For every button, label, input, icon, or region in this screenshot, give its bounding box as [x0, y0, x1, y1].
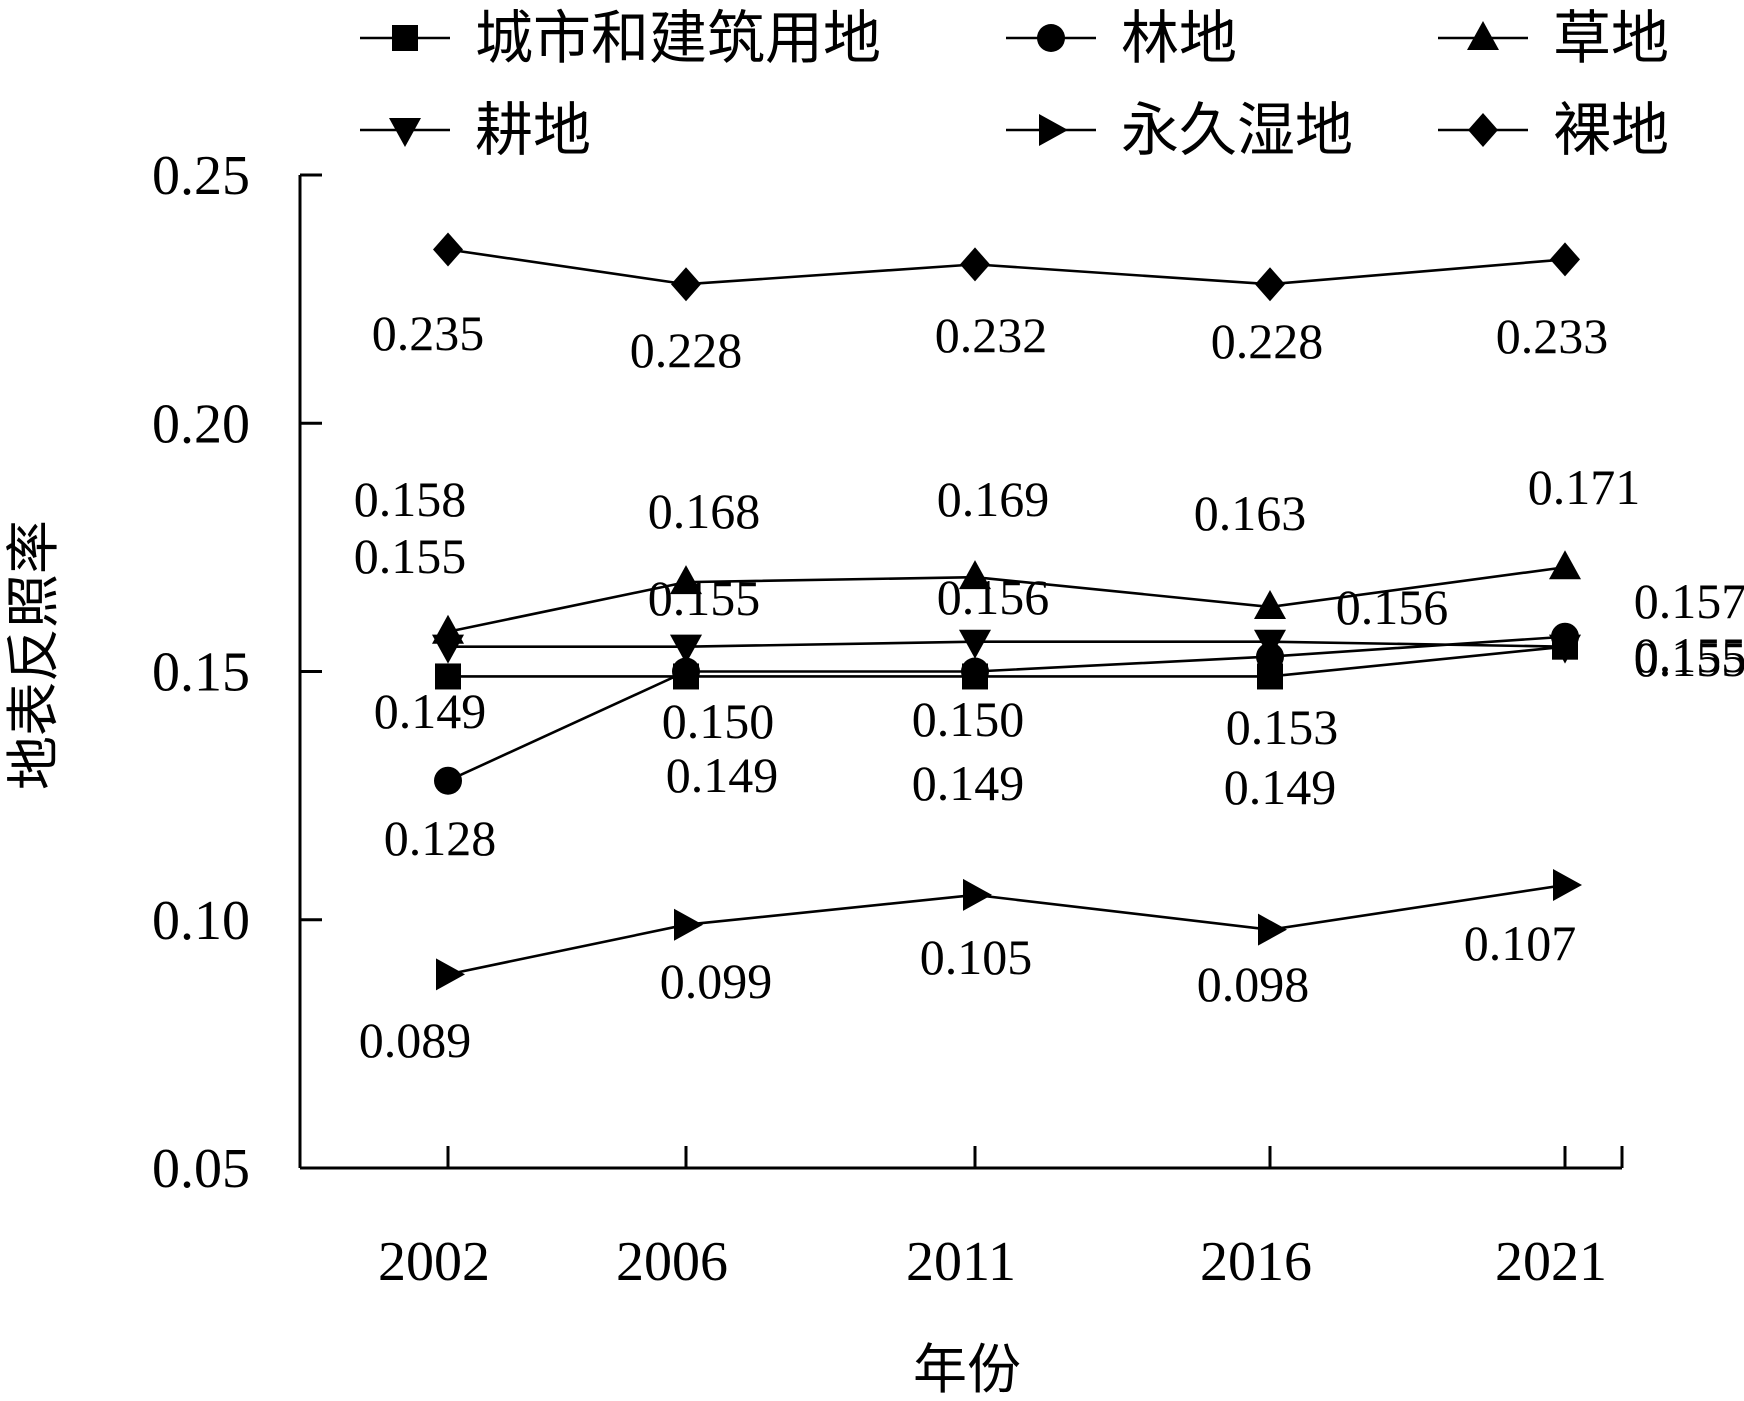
series-triangle-right — [436, 868, 1582, 991]
value-label: 0.156 — [1336, 579, 1449, 635]
legend-marker — [1037, 24, 1065, 52]
y-axis-title: 地表反照率 — [2, 520, 65, 790]
value-label: 0.153 — [1226, 699, 1339, 755]
x-tick-label: 2002 — [378, 1231, 490, 1293]
axes: 0.05 0.10 0.15 0.20 0.25 2002 2006 2011 2016 2021 — [152, 145, 1624, 1293]
value-label: 0.235 — [372, 305, 485, 361]
value-label: 0.150 — [912, 691, 1025, 747]
data-point — [1553, 868, 1582, 901]
legend-label: 城市和建筑用地 — [475, 4, 881, 72]
data-point — [1258, 913, 1287, 946]
data-point — [671, 267, 701, 302]
legend-item: 裸地 — [1438, 96, 1669, 164]
value-label: 0.228 — [630, 322, 743, 378]
series-layer — [432, 232, 1582, 991]
value-label: 0.233 — [1496, 308, 1609, 364]
legend-marker — [389, 118, 421, 147]
legend-marker — [1467, 21, 1499, 50]
legend-marker — [1468, 113, 1498, 147]
value-label: 0.149 — [912, 755, 1025, 811]
data-point — [1255, 267, 1285, 302]
legend-item: 草地 — [1438, 4, 1669, 72]
data-point — [959, 560, 991, 590]
x-axis-title: 年份 — [913, 1338, 1021, 1401]
value-label: 0.232 — [935, 307, 1048, 363]
legend-item: 城市和建筑用地 — [360, 4, 881, 72]
value-label: 0.169 — [937, 471, 1050, 527]
value-label: 0.158 — [354, 471, 467, 527]
value-label: 0.157 — [1634, 573, 1744, 629]
value-label: 0.098 — [1197, 956, 1310, 1012]
value-label: 0.149 — [374, 683, 487, 739]
value-label: 0.156 — [937, 569, 1050, 625]
series-line — [447, 248, 1566, 286]
data-point — [959, 629, 991, 659]
data-point — [1549, 550, 1581, 580]
y-tick-label: 0.25 — [152, 145, 250, 207]
data-point — [1254, 629, 1286, 659]
value-label: 0.089 — [359, 1012, 472, 1068]
value-labels: 0.149 0.149 0.149 0.149 0.155 0.128 0.150 0.150… — [354, 305, 1744, 1068]
legend-label: 永久湿地 — [1121, 96, 1353, 164]
data-point — [1254, 589, 1286, 619]
legend-label: 裸地 — [1553, 96, 1669, 164]
value-label: 0.155 — [354, 528, 467, 584]
series-triangle-down — [432, 629, 1581, 664]
value-label: 0.228 — [1211, 313, 1324, 369]
value-label: 0.171 — [1528, 459, 1641, 515]
legend-marker — [1039, 114, 1068, 146]
series-line — [448, 640, 1566, 648]
data-point — [434, 766, 462, 795]
value-label: 0.168 — [648, 483, 761, 539]
data-point — [436, 958, 465, 991]
data-point — [672, 657, 700, 686]
y-tick-label: 0.15 — [152, 642, 250, 704]
x-tick-label: 2016 — [1200, 1231, 1312, 1293]
value-label: 0.155 — [648, 570, 761, 626]
legend-item: 林地 — [1006, 4, 1237, 72]
legend-label: 草地 — [1553, 4, 1669, 72]
x-tick-label: 2021 — [1495, 1231, 1607, 1293]
value-label: 0.150 — [662, 693, 775, 749]
value-label: 0.105 — [920, 929, 1033, 985]
data-point — [1549, 634, 1581, 664]
value-label: 0.155 — [1634, 631, 1744, 687]
x-tick-label: 2011 — [906, 1231, 1016, 1293]
value-label: 0.099 — [660, 953, 773, 1009]
data-point — [670, 634, 702, 664]
data-point — [670, 565, 702, 595]
data-point — [435, 663, 461, 690]
data-point — [963, 878, 992, 911]
value-label: 0.107 — [1464, 915, 1577, 971]
legend-item: 永久湿地 — [1006, 96, 1353, 164]
x-tick-label: 2006 — [616, 1231, 728, 1293]
legend-label: 耕地 — [475, 96, 591, 164]
legend-label: 林地 — [1121, 4, 1237, 72]
series-line — [448, 645, 1566, 678]
data-point — [960, 247, 990, 282]
value-label: 0.155 — [1634, 627, 1744, 683]
series-diamond — [433, 232, 1580, 302]
y-tick-label: 0.05 — [152, 1138, 250, 1200]
data-point — [1550, 242, 1580, 277]
legend-marker — [392, 25, 418, 51]
data-point — [674, 908, 703, 941]
value-label: 0.128 — [384, 810, 497, 866]
y-tick-label: 0.20 — [152, 393, 250, 455]
series-triangle-up — [432, 550, 1581, 644]
legend-item: 耕地 — [360, 96, 591, 164]
value-label: 0.149 — [666, 747, 779, 803]
data-point — [433, 232, 463, 267]
data-point — [432, 634, 464, 664]
value-label: 0.163 — [1194, 485, 1307, 541]
data-point — [961, 657, 989, 686]
y-tick-label: 0.10 — [152, 890, 250, 952]
value-label: 0.149 — [1224, 759, 1337, 815]
